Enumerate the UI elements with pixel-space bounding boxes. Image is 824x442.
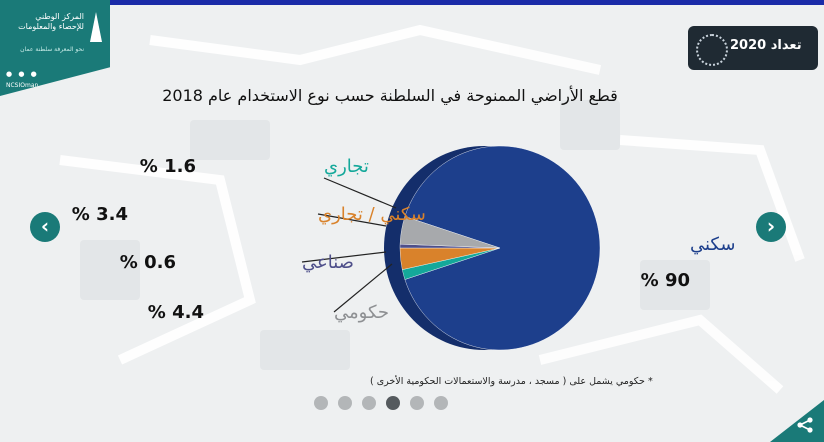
slice-label: سكني <box>690 234 735 255</box>
org-tagline: نحو المعرفة سلطنة عمان <box>20 46 84 53</box>
slice-value-label: % 3.4 <box>72 204 128 225</box>
top-accent-strip <box>110 0 824 5</box>
leader-line <box>301 251 387 263</box>
pagination-dot[interactable] <box>386 396 400 410</box>
social-handle: NCSIOman <box>6 82 39 89</box>
slice-value-label: % 1.6 <box>140 156 196 177</box>
pagination-dot[interactable] <box>314 396 328 410</box>
leader-line <box>333 263 393 313</box>
pagination-dot[interactable] <box>338 396 352 410</box>
slice-value-label: % 90 <box>641 270 690 291</box>
pagination-dots <box>314 396 448 410</box>
slice-value-label: % 0.6 <box>120 252 176 273</box>
prev-arrow-icon[interactable]: ‹ <box>30 212 60 242</box>
slice-value-label: % 4.4 <box>148 302 204 323</box>
pagination-dot[interactable] <box>362 396 376 410</box>
pie-slice <box>399 216 501 249</box>
share-icon[interactable] <box>796 416 814 434</box>
chart-title: قطع الأراضي الممنوحة في السلطنة حسب نوع … <box>162 86 618 105</box>
census-badge: تعداد 2020 <box>688 26 818 70</box>
next-arrow-icon[interactable]: › <box>756 212 786 242</box>
slice-label: صناعي <box>302 252 354 273</box>
pagination-dot[interactable] <box>434 396 448 410</box>
pagination-dot[interactable] <box>410 396 424 410</box>
org-name: المركز الوطني للإحصاء والمعلومات <box>18 12 84 31</box>
pie-slice <box>404 145 601 351</box>
leader-line <box>323 177 397 209</box>
chart-footnote: * حكومي يشمل على ( مسجد ، مدرسة والاستعم… <box>370 376 653 387</box>
slice-label: حكومي <box>334 302 389 323</box>
ncsi-mark-icon <box>90 12 102 42</box>
social-icons[interactable]: ● ● ● <box>6 70 39 78</box>
slice-label: تجاري <box>324 156 369 177</box>
slice-label: سكني / تجاري <box>318 204 426 225</box>
census-badge-text: تعداد 2020 <box>730 38 802 53</box>
census-emblem-icon <box>696 34 728 66</box>
leader-line <box>317 213 387 227</box>
